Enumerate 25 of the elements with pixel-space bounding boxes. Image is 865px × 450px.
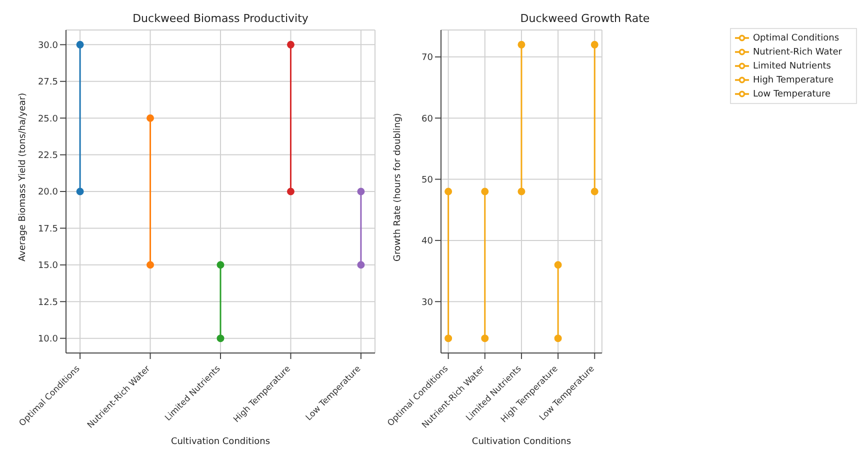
x-axis-title: Cultivation Conditions [170, 437, 270, 447]
x-axis-title: Cultivation Conditions [472, 437, 572, 447]
y-tick-label: 30.0 [38, 40, 58, 51]
y-tick-label: 17.5 [38, 224, 58, 234]
legend-label: High Temperature [752, 75, 834, 86]
y-tick-label: 70 [422, 53, 434, 64]
y-tick-label: 15.0 [38, 261, 58, 272]
y-tick-label: 30 [422, 298, 434, 308]
y-tick-label: 50 [422, 175, 434, 186]
chart-title: Duckweed Biomass Productivity [132, 12, 310, 25]
y-axis-title: Average Biomass Yield (tons/ha/year) [18, 92, 28, 262]
y-tick-label: 20.0 [38, 188, 58, 198]
legend-label: Limited Nutrients [752, 61, 831, 72]
legend-label: Nutrient-Rich Water [752, 47, 842, 58]
y-tick-label: 60 [422, 114, 434, 124]
y-tick-label: 10.0 [38, 334, 58, 345]
y-tick-label: 22.5 [38, 150, 58, 161]
y-tick-label: 40 [422, 236, 434, 247]
legend-label: Optimal Conditions [752, 33, 840, 44]
y-axis-title: Growth Rate (hours for doubling) [393, 113, 404, 262]
y-tick-label: 27.5 [38, 78, 58, 88]
y-tick-label: 25.0 [38, 114, 58, 124]
chart-title: Duckweed Growth Rate [519, 12, 651, 25]
y-tick-label: 12.5 [38, 298, 58, 308]
legend-label: Low Temperature [752, 89, 831, 100]
